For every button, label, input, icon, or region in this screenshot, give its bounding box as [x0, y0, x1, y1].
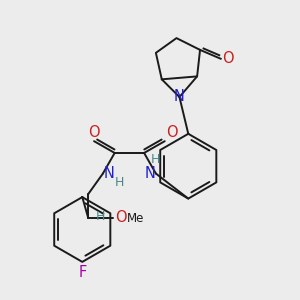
- Text: N: N: [174, 89, 185, 104]
- Text: N: N: [144, 166, 155, 181]
- Text: H: H: [95, 210, 105, 223]
- Text: O: O: [115, 210, 126, 225]
- Text: O: O: [166, 125, 178, 140]
- Text: H: H: [115, 176, 124, 190]
- Text: F: F: [78, 265, 86, 280]
- Text: O: O: [222, 51, 234, 66]
- Text: Me: Me: [127, 212, 145, 225]
- Text: O: O: [88, 125, 100, 140]
- Text: H: H: [150, 153, 160, 166]
- Text: N: N: [104, 166, 115, 181]
